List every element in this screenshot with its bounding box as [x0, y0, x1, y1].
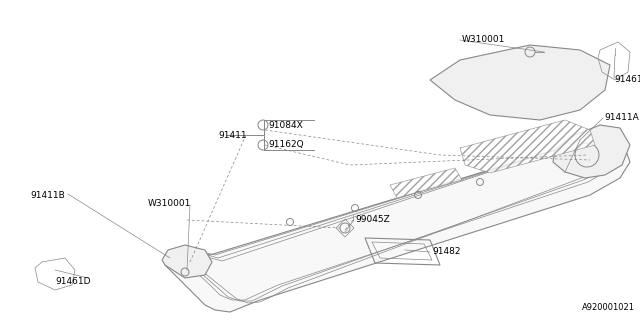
Text: W310001: W310001	[462, 36, 506, 44]
Polygon shape	[460, 120, 595, 173]
Text: A920001021: A920001021	[582, 303, 635, 312]
Text: 91162Q: 91162Q	[268, 140, 303, 149]
Text: 91482: 91482	[432, 247, 461, 257]
Text: 99045Z: 99045Z	[355, 215, 390, 225]
Polygon shape	[162, 245, 212, 278]
Text: 91411: 91411	[218, 131, 246, 140]
Text: 91461D: 91461D	[55, 277, 90, 286]
Text: 91411A: 91411A	[604, 114, 639, 123]
Polygon shape	[430, 45, 610, 120]
Text: 91461C: 91461C	[614, 76, 640, 84]
Text: W310001: W310001	[148, 199, 191, 209]
Polygon shape	[553, 125, 630, 178]
Polygon shape	[390, 168, 462, 198]
Text: 91411B: 91411B	[30, 190, 65, 199]
Text: 91084X: 91084X	[268, 121, 303, 130]
Polygon shape	[165, 135, 630, 312]
